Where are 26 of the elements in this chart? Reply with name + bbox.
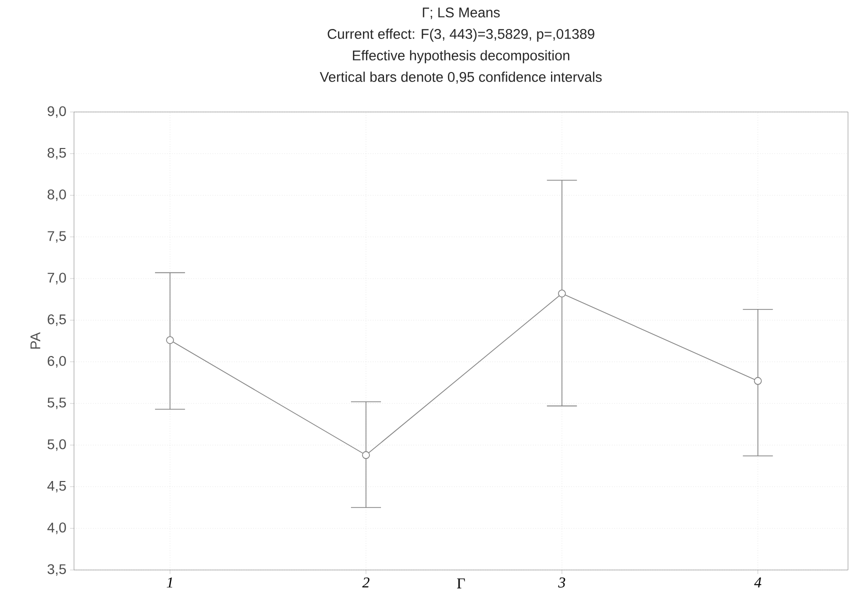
x-tick-label: 3 (558, 578, 566, 588)
text: Effective hypothesis decomposition (352, 50, 570, 64)
y-tick-label: 6,0 (48, 356, 66, 368)
y-tick-label: 6,5 (48, 314, 66, 326)
x-tick-label: 1 (166, 578, 172, 588)
chart-title: Γ; LS Means (422, 8, 500, 20)
text: Vertical bars denote 0,95 confidence intervals (320, 72, 602, 84)
point (754, 377, 762, 385)
y-tick-label: 5,0 (48, 439, 66, 451)
point (362, 451, 370, 459)
y-tick-label: 7,5 (48, 231, 66, 243)
y-tick-label: 4,0 (47, 522, 66, 534)
y-tick-label: 8,0 (48, 189, 66, 202)
point (558, 290, 566, 298)
y-tick-label: 4,5 (47, 481, 66, 492)
x-axis-title: Γ (457, 578, 465, 588)
y-tick-label: 9,0 (48, 106, 66, 118)
x-tick-label: 2 (362, 578, 370, 588)
chart-subtitle: Current effect: F(3, 443)=3,5829, p=,01389 (328, 28, 594, 42)
y-tick-label: 7,0 (48, 272, 66, 284)
x-tick-label: 4 (754, 578, 762, 588)
y-tick-label: 3,5 (48, 564, 66, 576)
y-tick-label: 8,5 (48, 148, 66, 160)
y-tick-label: 5,5 (48, 398, 66, 410)
point (166, 336, 174, 344)
y-axis-title: PA (30, 332, 40, 349)
